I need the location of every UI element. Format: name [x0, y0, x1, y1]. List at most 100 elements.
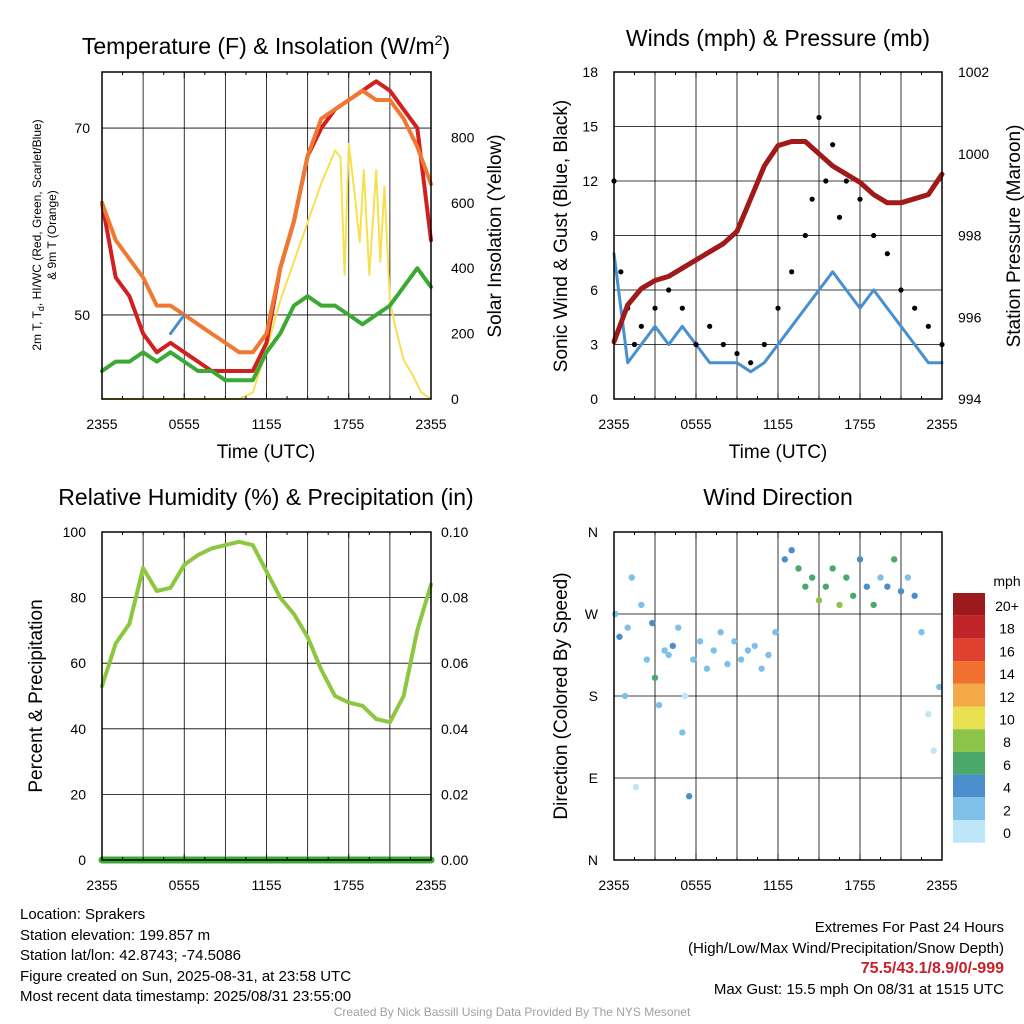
x-tick-label: 1155 [763, 877, 793, 893]
direction-point [877, 574, 884, 581]
station-info: Location: Sprakers Station elevation: 19… [20, 905, 351, 1008]
y-right-tick-label: 1000 [958, 146, 989, 162]
y-right-tick-label: 0.00 [441, 852, 468, 868]
legend-label: 10 [999, 712, 1015, 728]
direction-point [870, 601, 877, 609]
direction-point [758, 665, 765, 672]
direction-point [849, 592, 857, 599]
x-tick-label: 1155 [251, 416, 281, 432]
gust-point [734, 350, 740, 357]
direction-point [781, 556, 789, 563]
y-tick-label: 12 [582, 173, 598, 189]
direction-point [643, 656, 650, 663]
direction-point [665, 651, 672, 659]
legend-swatch [953, 797, 985, 820]
y-right-tick-label: 400 [451, 260, 475, 276]
gust-point [638, 323, 644, 329]
direction-point [829, 565, 836, 572]
legend-swatch [953, 638, 985, 662]
y-right-tick-label: 0 [451, 391, 459, 407]
x-tick-label: 1155 [251, 877, 281, 893]
gust-point [857, 196, 863, 202]
direction-point [679, 729, 686, 736]
winds-title: Winds (mph) & Pressure (mb) [626, 25, 930, 51]
temperature-ylabel-line2: & 9m T (Orange) [45, 190, 59, 280]
direction-point [737, 656, 745, 663]
temperature-series-line [169, 313, 186, 336]
legend-label: 18 [999, 621, 1015, 637]
legend-swatch [953, 593, 985, 616]
direction-tick-label: N [588, 852, 598, 868]
direction-point [661, 647, 668, 654]
x-tick-label: 2355 [86, 877, 117, 893]
gust-point [823, 178, 829, 184]
temperature-series-line [100, 266, 433, 383]
winds-ylabel: Sonic Wind & Gust (Blue, Black) [551, 100, 572, 372]
figure-created: Figure created on Sun, 2025-08-31, at 23… [20, 967, 352, 985]
legend-swatch [953, 751, 985, 775]
insolation-ylabel: Solar Insolation (Yellow) [485, 134, 506, 337]
gust-point [830, 142, 836, 148]
legend-swatch [953, 774, 985, 798]
direction-point [897, 588, 905, 595]
direction-point [651, 674, 659, 681]
direction-point [612, 610, 619, 618]
direction-point [703, 665, 711, 672]
y-right-tick-label: 0.04 [441, 721, 468, 737]
direction-point [696, 638, 704, 645]
direction-point [890, 556, 898, 563]
x-tick-label: 0555 [680, 416, 711, 432]
direction-point [925, 711, 932, 718]
direction-point [930, 747, 937, 754]
direction-point [836, 601, 843, 609]
direction-point [675, 624, 682, 631]
gust-point [802, 232, 808, 239]
gust-point [836, 214, 843, 220]
direction-point [649, 619, 656, 627]
direction-point [808, 574, 816, 581]
legend-label: 8 [1003, 734, 1011, 750]
legend-label: 20+ [995, 598, 1019, 614]
y-right-tick-label: 994 [958, 391, 982, 407]
gust-point [761, 341, 767, 348]
y-tick-label: 70 [74, 120, 90, 136]
direction-point [815, 597, 823, 604]
legend-swatch [953, 820, 985, 843]
legend-swatch [953, 729, 985, 752]
direction-point [788, 547, 795, 554]
direction-point [685, 793, 693, 800]
sonic-wind-line [612, 252, 944, 374]
temperature-title: Temperature (F) & Insolation (W/m2) [82, 32, 450, 59]
pressure-line [611, 139, 945, 345]
direction-point [616, 633, 623, 640]
gust-point [816, 114, 822, 121]
direction-point [772, 629, 779, 636]
legend-label: 2 [1003, 802, 1011, 818]
humidity-ylabel: Percent & Precipitation [26, 599, 47, 792]
pressure-ylabel: Station Pressure (Maroon) [1004, 125, 1024, 348]
speed-legend: 20+ 18 16 14 12 10 8 6 4 2 0 [953, 593, 1019, 843]
direction-point [624, 624, 631, 631]
legend-swatch [953, 706, 985, 730]
legend-label: 16 [999, 643, 1015, 659]
gust-point [898, 287, 904, 293]
y-right-tick-label: 200 [451, 326, 475, 342]
direction-tick-label: E [589, 770, 598, 786]
x-tick-label: 2355 [926, 416, 957, 432]
y-tick-label: 50 [74, 307, 90, 323]
gust-point [925, 323, 931, 329]
gust-point [666, 287, 672, 293]
direction-point [863, 583, 871, 590]
direction-point [911, 592, 918, 599]
y-right-tick-label: 0.06 [441, 655, 468, 671]
direction-point [904, 574, 912, 581]
temperature-xlabel: Time (UTC) [217, 442, 316, 463]
y-right-tick-label: 996 [958, 309, 982, 325]
extremes-heading: Extremes For Past 24 Hours [814, 919, 1004, 936]
gust-point [748, 360, 754, 366]
panel-wind-direction: Wind Direction 2355 0555 1155 1755 2355NESWN… [551, 484, 1021, 893]
gust-point [679, 305, 685, 311]
direction-point [751, 642, 758, 650]
y-tick-label: 0 [78, 852, 86, 868]
